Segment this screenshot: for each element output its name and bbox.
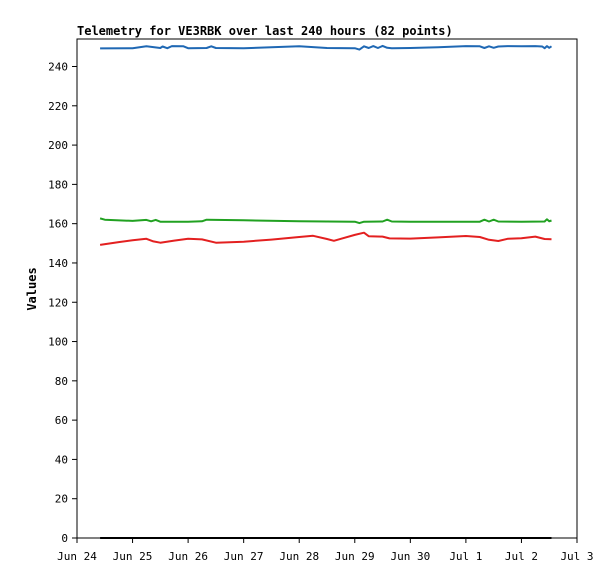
x-tick-label: Jun 30 bbox=[390, 550, 430, 563]
y-tick-label: 40 bbox=[55, 453, 68, 466]
y-tick-label: 0 bbox=[61, 532, 68, 545]
chart-title: Telemetry for VE3RBK over last 240 hours… bbox=[77, 24, 453, 38]
y-axis-label: Values bbox=[25, 267, 39, 310]
y-tick-label: 120 bbox=[48, 296, 68, 309]
x-tick-label: Jul 3 bbox=[560, 550, 593, 563]
x-tick-label: Jul 1 bbox=[449, 550, 482, 563]
x-tick-label: Jun 28 bbox=[279, 550, 319, 563]
y-tick-label: 20 bbox=[55, 493, 68, 506]
series-line-3 bbox=[99, 231, 552, 246]
x-tick-label: Jun 27 bbox=[224, 550, 264, 563]
y-tick-label: 140 bbox=[48, 257, 68, 270]
series-layer bbox=[99, 44, 553, 539]
plot-area-frame bbox=[76, 38, 578, 539]
y-tick-label: 80 bbox=[55, 375, 68, 388]
series-line-1 bbox=[100, 44, 553, 51]
y-tick-label: 200 bbox=[48, 139, 68, 152]
y-tick-label: 240 bbox=[48, 61, 68, 74]
x-tick-label: Jul 2 bbox=[505, 550, 538, 563]
y-tick-label: 100 bbox=[48, 336, 68, 349]
y-tick-label: 160 bbox=[48, 218, 68, 231]
series-line-2 bbox=[99, 217, 552, 225]
y-tick-label: 60 bbox=[55, 414, 68, 427]
x-tick-label: Jun 29 bbox=[335, 550, 375, 563]
x-tick-label: Jun 25 bbox=[113, 550, 153, 563]
y-tick-label: 180 bbox=[48, 178, 68, 191]
x-tick-label: Jun 24 bbox=[57, 550, 97, 563]
x-tick-label: Jun 26 bbox=[168, 550, 208, 563]
y-axis: 0 20 40 60 80 100 120 140 160 180 200 220 240 bbox=[48, 61, 77, 545]
x-axis: Jun 24 Jun 25 Jun 26 Jun 27 Jun 28 Jun 29 Jun … bbox=[57, 538, 594, 563]
y-tick-label: 220 bbox=[48, 100, 68, 113]
